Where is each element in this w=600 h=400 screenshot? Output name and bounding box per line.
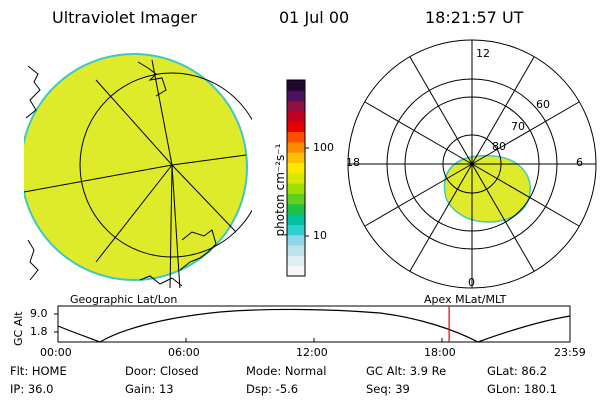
altitude-ytick-high: 9.0 [30,307,48,320]
meridian-4 [171,164,181,288]
meridian-2 [171,154,247,166]
earth-disk [24,53,248,281]
geographic-label: Geographic Lat/Lon [70,293,178,306]
glon-info: GLon: 180.1 [487,382,557,396]
meridian-3 [24,164,173,193]
gc-alt-info: GC Alt: 3.9 Re [366,364,447,378]
time-label: 18:21:57 UT [425,8,524,27]
colorbar-cell [287,80,305,91]
mlt-spoke-4 [471,163,535,272]
altitude-curve [57,308,571,343]
colorbar-cell [287,183,305,194]
time-tick-1200: 12:00 [296,346,328,359]
meridian-8 [169,164,173,288]
lat-ring-80 [404,96,540,232]
mlt-label-18: 18 [346,156,360,169]
colorbar-cell [287,245,305,256]
coastline-left [25,65,41,119]
colorbar-cell [287,172,305,184]
coastline-lower-left [27,239,39,281]
altitude-ytick-low: 1.8 [30,325,48,338]
mlat-label-60: 60 [536,98,550,111]
mlt-spoke-2 [471,101,580,165]
time-tick-2359: 23:59 [554,346,586,359]
colorbar-cell [287,131,305,143]
colorbar-tick-10: 10 [313,229,327,242]
colorbar-cell [287,224,305,236]
colorbar-cell [287,265,305,277]
colorbar-cell [287,152,305,164]
meridian-7 [95,79,173,166]
colorbar-cell [287,214,305,225]
coastline-bottom [139,275,183,287]
apex-label: Apex MLat/MLT [424,293,507,306]
flight-info: Flt: HOME [10,364,67,378]
colorbar-cell [287,121,305,133]
time-tick-0000: 00:00 [40,346,72,359]
mlt-spoke-7 [364,101,473,165]
mlt-label-0: 0 [468,276,475,289]
gain-info: Gain: 13 [125,382,174,396]
door-info: Door: Closed [125,364,199,378]
colorbar-cell [287,234,305,246]
colorbar-cell [287,255,305,267]
aurora-oval [443,154,531,223]
lat-ring-60 [347,39,597,289]
latitude-circle [79,72,252,258]
colorbar-cell [287,193,305,205]
mlat-label-80: 80 [492,140,506,153]
colorbar-cell [287,110,305,122]
meridian-6 [95,164,173,263]
colorbar-tick-100: 100 [313,141,334,154]
mlat-label-70: 70 [511,120,525,133]
mlt-spoke-5 [409,163,473,272]
app-title: Ultraviolet Imager [52,8,197,27]
ip-info: IP: 36.0 [10,382,54,396]
meridian-1 [151,59,173,166]
mlt-spoke-8 [409,56,473,165]
mlt-label-12: 12 [476,47,490,60]
coastline-upper [137,61,167,97]
time-tick-0600: 06:00 [168,346,200,359]
mode-info: Mode: Normal [246,364,327,378]
lat-ring-70 [386,78,558,250]
colorbar-cell [287,90,305,102]
altitude-ylabel: GC Alt [12,311,25,346]
mlt-label-6: 6 [576,156,583,169]
coastline-lower-right [179,229,217,271]
colorbar-cell [287,203,305,215]
mlt-spoke-6 [364,163,473,227]
meridian-5 [171,164,237,233]
colorbar-cell [287,141,305,153]
glat-info: GLat: 86.2 [487,364,548,378]
colorbar-cell [287,162,305,174]
date-label: 01 Jul 00 [279,8,350,27]
time-tick-1800: 18:00 [424,346,456,359]
colorbar-cell [287,100,305,112]
colorbar-unit-label: photon cm⁻²s⁻¹ [273,143,287,237]
dsp-info: Dsp: -5.6 [246,382,299,396]
mlt-spoke-3 [471,163,580,227]
seq-info: Seq: 39 [366,382,410,396]
